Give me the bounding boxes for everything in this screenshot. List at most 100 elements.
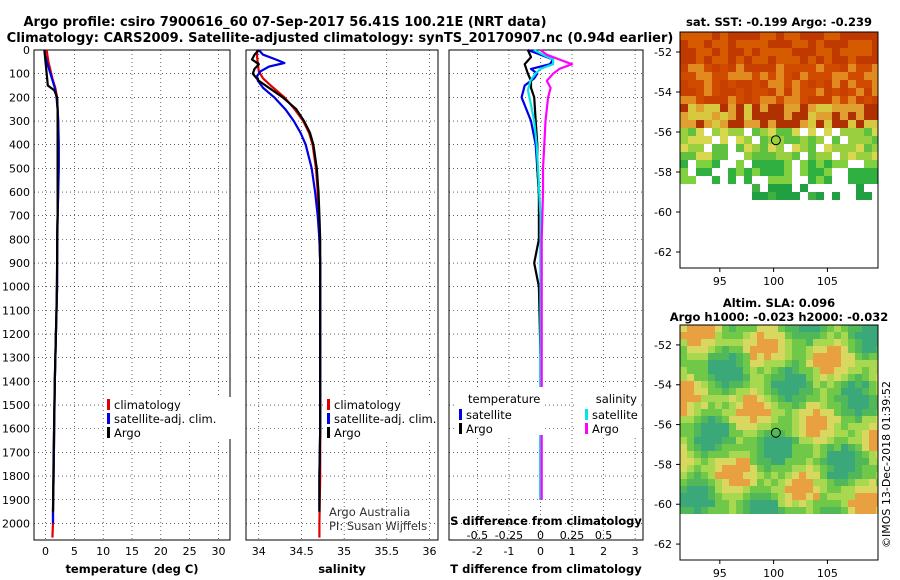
map-cell <box>743 409 750 416</box>
x-tick-label: 3 <box>632 545 639 558</box>
map-cell <box>708 416 715 423</box>
map-cell <box>744 136 752 144</box>
map-cell <box>687 381 694 388</box>
map-cell <box>764 409 771 416</box>
map-cell <box>694 381 701 388</box>
map-cell <box>701 332 708 339</box>
map-cell <box>687 458 694 465</box>
map-cell <box>736 451 743 458</box>
depth-tick-label: 500 <box>9 162 30 175</box>
map-cell <box>728 120 736 128</box>
map-cell <box>834 451 841 458</box>
map-cell <box>680 40 688 48</box>
legend-bg <box>455 387 543 435</box>
map-cell <box>792 388 799 395</box>
map-cell <box>834 444 841 451</box>
map-cell <box>820 472 827 479</box>
map-cell <box>840 48 848 56</box>
map-cell <box>722 500 729 507</box>
map-cell <box>832 72 840 80</box>
x-tick-label: 36 <box>422 545 436 558</box>
map-cell <box>750 325 757 332</box>
map-cell <box>840 72 848 80</box>
map-cell <box>856 184 864 192</box>
map-cell <box>841 465 848 472</box>
map-cell <box>832 88 840 96</box>
map-cell <box>712 128 720 136</box>
map-cell <box>704 32 712 40</box>
map-cell <box>856 88 864 96</box>
map-cell <box>856 80 864 88</box>
map-cell <box>864 104 872 112</box>
map-cell <box>696 96 704 104</box>
map-cell <box>813 332 820 339</box>
map-cell <box>743 367 750 374</box>
map-cell <box>792 360 799 367</box>
legend-title-temperature: temperature <box>468 392 540 406</box>
map-cell <box>736 430 743 437</box>
map-cell <box>771 458 778 465</box>
map-cell <box>862 353 869 360</box>
map-cell <box>876 437 878 444</box>
map-cell <box>708 353 715 360</box>
map-cell <box>785 423 792 430</box>
map-cell <box>708 423 715 430</box>
depth-tick-label: 800 <box>9 233 30 246</box>
map-cell <box>771 360 778 367</box>
legend-label: satellite-adj. clim. <box>334 412 436 426</box>
lon-tick-label: 95 <box>713 275 727 288</box>
map-cell <box>848 374 855 381</box>
map-cell <box>841 360 848 367</box>
map-cell <box>869 458 876 465</box>
map-cells <box>680 32 878 200</box>
map-cell <box>824 160 832 168</box>
map-cell <box>757 437 764 444</box>
map-cell <box>808 152 816 160</box>
figure-title-line2: Climatology: CARS2009. Satellite-adjuste… <box>7 31 674 46</box>
map-cell <box>757 409 764 416</box>
map-cell <box>715 353 722 360</box>
map-cell <box>704 104 712 112</box>
map-cell <box>704 152 712 160</box>
map-cell <box>680 458 687 465</box>
map-cell <box>820 437 827 444</box>
map-cell <box>694 325 701 332</box>
map-cell <box>800 136 808 144</box>
map-cell <box>808 192 816 200</box>
map-cell <box>743 395 750 402</box>
map-cell <box>785 472 792 479</box>
map-cell <box>841 346 848 353</box>
map-cell <box>824 88 832 96</box>
map-cell <box>776 192 784 200</box>
map-cell <box>722 388 729 395</box>
lat-tick-label: -54 <box>654 86 672 99</box>
map-cell <box>872 136 878 144</box>
map-cell <box>768 104 776 112</box>
map-cell <box>701 402 708 409</box>
map-cell <box>869 402 876 409</box>
map-cell <box>680 451 687 458</box>
map-cell <box>750 360 757 367</box>
map-cell <box>785 479 792 486</box>
map-cell <box>694 395 701 402</box>
lat-tick-label: -56 <box>654 419 672 432</box>
map-cell <box>764 444 771 451</box>
map-cell <box>869 472 876 479</box>
map-cell <box>708 388 715 395</box>
map-cell <box>750 437 757 444</box>
map-cell <box>776 48 784 56</box>
legend-bg <box>326 397 436 411</box>
map-cell <box>771 430 778 437</box>
map-cell <box>696 168 704 176</box>
map-cell <box>708 437 715 444</box>
map-cell <box>808 32 816 40</box>
map-cell <box>841 493 848 500</box>
map-cell <box>778 367 785 374</box>
map-cell <box>778 493 785 500</box>
map-cell <box>792 451 799 458</box>
map-cell <box>750 430 757 437</box>
map-cell <box>752 64 760 72</box>
map-cell <box>757 423 764 430</box>
map-cell <box>813 402 820 409</box>
